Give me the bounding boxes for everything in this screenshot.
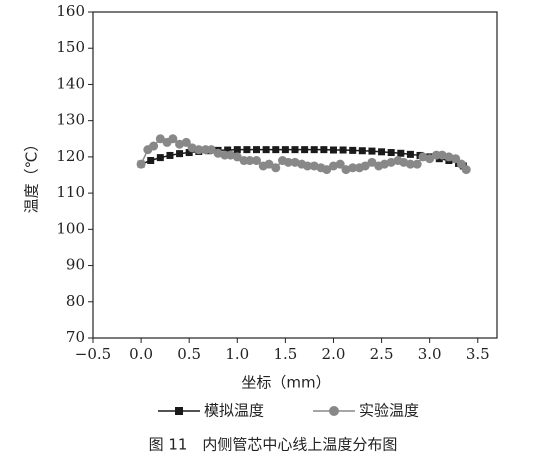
data-point — [339, 146, 347, 154]
data-point — [232, 152, 242, 162]
data-point — [175, 139, 185, 149]
data-point — [262, 146, 270, 154]
data-point — [155, 134, 165, 144]
x-axis-label: 坐标（mm） — [241, 374, 330, 392]
data-point — [156, 154, 164, 162]
data-point — [387, 149, 395, 157]
y-tick-label: 120 — [56, 147, 85, 165]
x-tick-label: 0.5 — [177, 345, 201, 363]
data-point — [341, 165, 351, 175]
y-tick-label: 130 — [56, 111, 85, 129]
legend-marker — [175, 407, 183, 415]
data-point — [367, 157, 377, 167]
data-point — [168, 134, 178, 144]
data-point — [185, 149, 193, 157]
data-point — [252, 156, 262, 166]
x-tick-label: 1.0 — [225, 345, 249, 363]
caption: 图 11 内侧管芯中心线上温度分布图 — [149, 436, 398, 454]
y-tick-label: 140 — [56, 74, 85, 92]
data-point — [147, 157, 155, 165]
data-point — [213, 148, 223, 158]
data-point — [224, 146, 232, 154]
y-tick-label: 100 — [56, 219, 85, 237]
data-point — [329, 146, 337, 154]
data-point — [290, 157, 300, 167]
data-point — [405, 159, 415, 169]
legend-label: 实验温度 — [359, 402, 419, 420]
data-point — [264, 159, 274, 169]
data-point — [233, 146, 241, 154]
data-point — [418, 152, 428, 162]
data-point — [283, 157, 293, 167]
y-tick-label: 90 — [66, 256, 85, 274]
data-point — [378, 148, 386, 156]
data-point — [360, 161, 370, 171]
data-point — [194, 145, 204, 155]
data-point — [301, 146, 309, 154]
legend-marker — [329, 406, 339, 416]
data-point — [435, 155, 443, 163]
data-point — [399, 157, 409, 167]
data-point — [461, 165, 471, 175]
data-point — [272, 146, 280, 154]
data-point — [358, 147, 366, 155]
y-tick-label: 160 — [56, 2, 85, 20]
data-point — [291, 146, 299, 154]
data-point — [245, 156, 255, 166]
data-point — [437, 150, 447, 160]
data-point — [181, 137, 191, 147]
x-tick-label: −0.5 — [75, 345, 111, 363]
data-point — [303, 161, 313, 171]
data-point — [310, 146, 318, 154]
data-point — [406, 150, 414, 158]
data-point — [379, 159, 389, 169]
data-point — [309, 161, 319, 171]
y-axis-label: 温度（℃） — [23, 137, 41, 214]
x-tick-label: 2.5 — [370, 345, 394, 363]
x-tick-label: 0.0 — [129, 345, 153, 363]
plot-frame — [92, 11, 498, 339]
data-point — [187, 143, 197, 153]
data-point — [136, 159, 146, 169]
data-point — [271, 163, 281, 173]
data-point — [397, 149, 405, 157]
y-tick-label: 110 — [56, 183, 85, 201]
data-point — [322, 165, 332, 175]
data-point — [451, 154, 461, 164]
data-point — [349, 146, 357, 154]
data-point — [368, 147, 376, 155]
data-point — [348, 163, 358, 173]
y-tick-label: 80 — [66, 292, 85, 310]
data-point — [281, 146, 289, 154]
x-tick-label: 3.5 — [466, 345, 490, 363]
data-point — [328, 161, 338, 171]
data-point — [386, 157, 396, 167]
data-point — [176, 150, 184, 158]
data-point — [243, 146, 251, 154]
data-point — [149, 141, 159, 151]
data-point — [206, 145, 216, 155]
legend-label: 模拟温度 — [204, 402, 264, 420]
data-point — [335, 159, 345, 169]
y-tick-label: 150 — [56, 38, 85, 56]
y-tick-label: 70 — [66, 328, 85, 346]
data-point — [320, 146, 328, 154]
data-point — [444, 152, 454, 162]
x-tick-label: 3.0 — [418, 345, 442, 363]
data-point — [253, 146, 261, 154]
data-point — [226, 150, 236, 160]
data-point — [425, 154, 435, 164]
data-point — [412, 159, 422, 169]
x-tick-label: 2.0 — [322, 345, 346, 363]
x-tick-label: 1.5 — [273, 345, 297, 363]
data-point — [166, 151, 174, 159]
